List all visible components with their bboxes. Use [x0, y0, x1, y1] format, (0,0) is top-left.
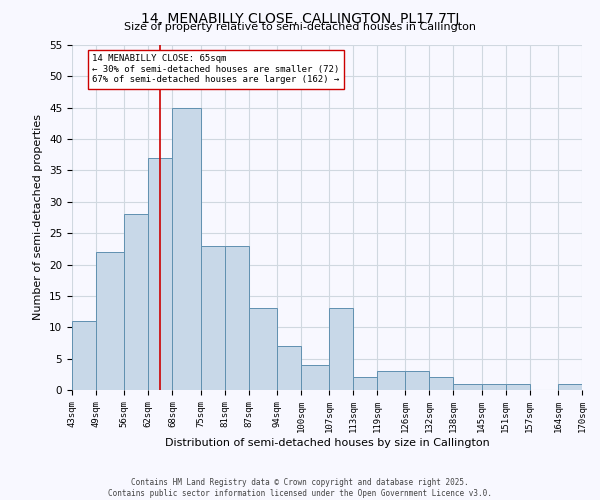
- Bar: [482, 384, 506, 390]
- Bar: [277, 346, 301, 390]
- Text: 14, MENABILLY CLOSE, CALLINGTON, PL17 7TJ: 14, MENABILLY CLOSE, CALLINGTON, PL17 7T…: [141, 12, 459, 26]
- X-axis label: Distribution of semi-detached houses by size in Callington: Distribution of semi-detached houses by …: [164, 438, 490, 448]
- Bar: [301, 365, 329, 390]
- Y-axis label: Number of semi-detached properties: Number of semi-detached properties: [34, 114, 43, 320]
- Bar: [406, 371, 430, 390]
- Bar: [72, 321, 96, 390]
- Bar: [377, 371, 406, 390]
- Bar: [96, 252, 124, 390]
- Bar: [172, 108, 200, 390]
- Text: 14 MENABILLY CLOSE: 65sqm
← 30% of semi-detached houses are smaller (72)
67% of : 14 MENABILLY CLOSE: 65sqm ← 30% of semi-…: [92, 54, 340, 84]
- Text: Contains HM Land Registry data © Crown copyright and database right 2025.
Contai: Contains HM Land Registry data © Crown c…: [108, 478, 492, 498]
- Bar: [124, 214, 148, 390]
- Bar: [454, 384, 482, 390]
- Text: Size of property relative to semi-detached houses in Callington: Size of property relative to semi-detach…: [124, 22, 476, 32]
- Bar: [200, 246, 224, 390]
- Bar: [558, 384, 582, 390]
- Bar: [353, 378, 377, 390]
- Bar: [248, 308, 277, 390]
- Bar: [430, 378, 454, 390]
- Bar: [224, 246, 248, 390]
- Bar: [329, 308, 353, 390]
- Bar: [506, 384, 530, 390]
- Bar: [148, 158, 172, 390]
